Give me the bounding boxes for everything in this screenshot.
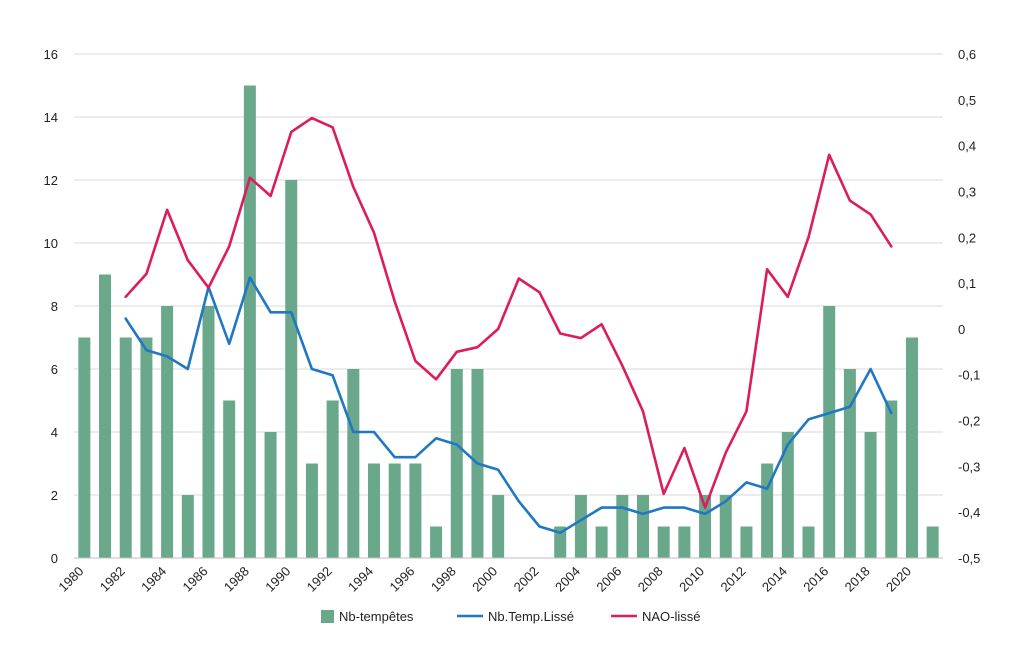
bar-2019 bbox=[885, 400, 898, 558]
bar-1994 bbox=[368, 463, 381, 558]
legend-item-3: NAO-lissé bbox=[611, 609, 701, 624]
bar-2011 bbox=[719, 495, 732, 558]
bar-1987 bbox=[223, 400, 236, 558]
left-tick-label: 16 bbox=[44, 47, 58, 62]
bar-2003 bbox=[554, 526, 567, 558]
left-tick-label: 8 bbox=[51, 299, 58, 314]
bar-1995 bbox=[388, 463, 401, 558]
x-tick-label: 2010 bbox=[676, 564, 707, 595]
legend-label: Nb.Temp.Lissé bbox=[488, 609, 574, 624]
x-tick-label: 1990 bbox=[262, 564, 293, 595]
right-tick-label: 0,5 bbox=[958, 93, 976, 108]
left-tick-label: 12 bbox=[44, 173, 58, 188]
bar-1996 bbox=[409, 463, 422, 558]
bar-2015 bbox=[802, 526, 815, 558]
legend-swatch bbox=[321, 610, 334, 623]
right-tick-label: -0,4 bbox=[958, 505, 980, 520]
x-tick-label: 1998 bbox=[428, 564, 459, 595]
bar-1980 bbox=[78, 337, 91, 558]
bar-2017 bbox=[843, 369, 856, 558]
bar-1989 bbox=[264, 432, 277, 558]
x-tick-label: 1994 bbox=[345, 564, 376, 595]
x-tick-label: 1988 bbox=[221, 564, 252, 595]
bar-2008 bbox=[657, 526, 670, 558]
bar-2020 bbox=[905, 337, 918, 558]
left-tick-label: 4 bbox=[51, 425, 58, 440]
legend-item-1: Nb-tempêtes bbox=[321, 609, 414, 624]
left-tick-label: 10 bbox=[44, 236, 58, 251]
x-tick-label: 2020 bbox=[883, 564, 914, 595]
x-tick-label: 2008 bbox=[635, 564, 666, 595]
bar-2018 bbox=[864, 432, 877, 558]
right-tick-label: 0 bbox=[958, 322, 965, 337]
legend-label: NAO-lissé bbox=[642, 609, 701, 624]
x-tick-label: 1992 bbox=[304, 564, 335, 595]
series-line-2 bbox=[124, 116, 893, 509]
bar-1991 bbox=[305, 463, 318, 558]
right-tick-label: -0,3 bbox=[958, 459, 980, 474]
bar-2012 bbox=[740, 526, 753, 558]
right-tick-label: 0,4 bbox=[958, 139, 976, 154]
bar-1981 bbox=[99, 274, 112, 558]
x-tick-label: 2014 bbox=[759, 564, 790, 595]
right-tick-label: 0,2 bbox=[958, 230, 976, 245]
right-tick-label: 0,1 bbox=[958, 276, 976, 291]
right-tick-label: 0,6 bbox=[958, 47, 976, 62]
right-tick-label: 0,3 bbox=[958, 184, 976, 199]
bar-2021 bbox=[926, 526, 939, 558]
right-tick-label: -0,2 bbox=[958, 414, 980, 429]
legend-label: Nb-tempêtes bbox=[339, 609, 414, 624]
right-tick-label: -0,5 bbox=[958, 551, 980, 566]
bar-2000 bbox=[492, 495, 505, 558]
bar-2014 bbox=[781, 432, 794, 558]
left-tick-label: 14 bbox=[44, 110, 58, 125]
left-tick-label: 0 bbox=[51, 551, 58, 566]
legend: Nb-tempêtes Nb.Temp.Lissé NAO-lissé bbox=[321, 609, 701, 624]
bar-1988 bbox=[243, 85, 256, 558]
x-tick-label: 1984 bbox=[138, 564, 169, 595]
series-line-1 bbox=[124, 276, 893, 535]
right-tick-label: -0,1 bbox=[958, 368, 980, 383]
x-tick-label: 1996 bbox=[386, 564, 417, 595]
bar-2016 bbox=[823, 306, 836, 558]
bar-1993 bbox=[347, 369, 360, 558]
x-tick-label: 1982 bbox=[97, 564, 128, 595]
x-tick-label: 2002 bbox=[511, 564, 542, 595]
bar-1992 bbox=[326, 400, 339, 558]
bar-1983 bbox=[140, 337, 153, 558]
bar-2007 bbox=[636, 495, 649, 558]
bar-2004 bbox=[574, 495, 587, 558]
bar-1990 bbox=[285, 180, 298, 558]
x-tick-label: 2018 bbox=[842, 564, 873, 595]
left-tick-label: 6 bbox=[51, 362, 58, 377]
bar-1986 bbox=[202, 306, 215, 558]
bar-1982 bbox=[119, 337, 132, 558]
legend-item-2: Nb.Temp.Lissé bbox=[457, 609, 574, 624]
lines bbox=[124, 116, 893, 535]
x-tick-label: 2000 bbox=[469, 564, 500, 595]
x-tick-label: 2004 bbox=[552, 564, 583, 595]
x-tick-label: 2012 bbox=[718, 564, 749, 595]
x-tick-label: 2016 bbox=[800, 564, 831, 595]
bar-1998 bbox=[450, 369, 463, 558]
bar-1984 bbox=[161, 306, 174, 558]
bar-1997 bbox=[430, 526, 443, 558]
x-tick-label: 1980 bbox=[55, 564, 86, 595]
left-tick-label: 2 bbox=[51, 488, 58, 503]
bar-2005 bbox=[595, 526, 608, 558]
bar-2006 bbox=[616, 495, 629, 558]
bar-2009 bbox=[678, 526, 691, 558]
x-tick-label: 2006 bbox=[593, 564, 624, 595]
bar-1985 bbox=[181, 495, 194, 558]
x-tick-label: 1986 bbox=[180, 564, 211, 595]
bars bbox=[78, 85, 939, 558]
